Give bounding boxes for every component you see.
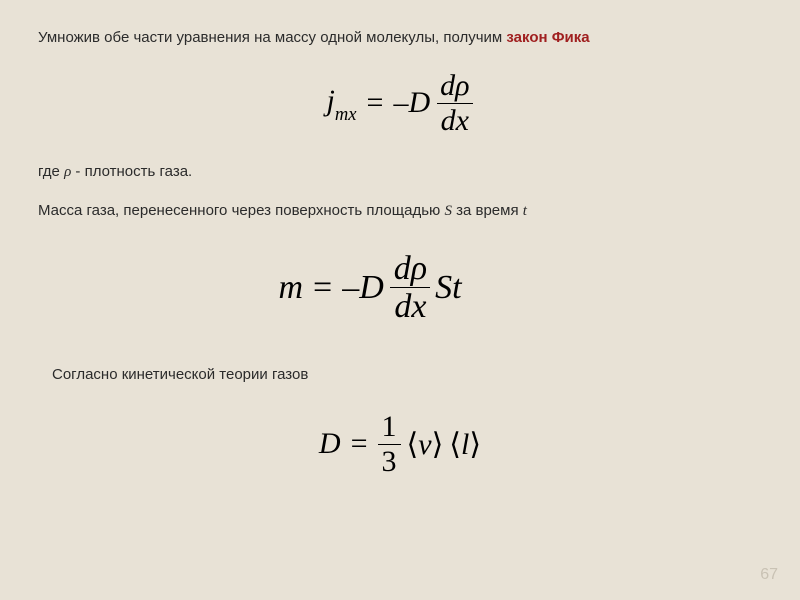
mass-t: t (523, 203, 527, 219)
formula-mass: m = –D dρ dx St (38, 251, 762, 325)
intro-line: Умножив обе части уравнения на массу одн… (38, 28, 762, 48)
f3-frac: 1 3 (378, 411, 401, 477)
f3-angle-v: ⟨v⟩ (407, 427, 444, 462)
f2-eq: = (309, 269, 336, 307)
f1-eq: = (363, 86, 388, 120)
page-number: 67 (760, 566, 778, 584)
highlight-term: закон Фика (506, 29, 589, 46)
f2-tail: St (435, 269, 461, 307)
f1-frac: dρ dx (436, 70, 473, 136)
mass-c: за время (452, 202, 523, 219)
mass-a: Масса газа, перенесенного через поверхно… (38, 202, 444, 219)
f1-minusD: –D (393, 86, 430, 120)
f1-lhs: jmx (326, 84, 356, 123)
rho-definition: где ρ - плотность газа. (38, 162, 762, 182)
formula-ficks-law: jmx = –D dρ dx (38, 70, 762, 136)
rho-def-a: где (38, 163, 64, 180)
rho-def-c: - плотность газа. (71, 163, 192, 180)
formula-diffusion: D = 1 3 ⟨v⟩⟨l⟩ (38, 411, 762, 477)
mass-S: S (444, 203, 452, 219)
f2-minusD: –D (342, 269, 384, 307)
f3-eq: = (347, 427, 372, 461)
slide: Умножив обе части уравнения на массу одн… (0, 0, 800, 600)
f2-lhs: m (278, 269, 303, 307)
intro-text: Умножив обе части уравнения на массу одн… (38, 29, 506, 46)
mass-line: Масса газа, перенесенного через поверхно… (38, 201, 762, 221)
f3-lhs: D (319, 427, 341, 461)
f2-frac: dρ dx (390, 251, 431, 325)
kinetic-line: Согласно кинетической теории газов (38, 365, 762, 385)
f3-angle-l: ⟨l⟩ (449, 427, 481, 462)
